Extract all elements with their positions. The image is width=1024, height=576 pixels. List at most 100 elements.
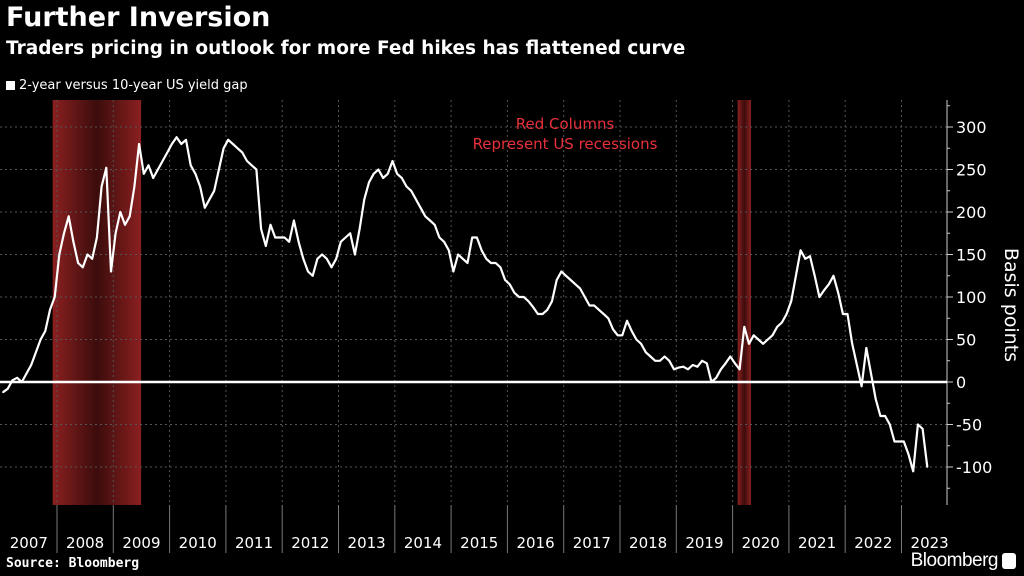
data-point — [762, 342, 764, 345]
data-point — [189, 164, 192, 167]
data-point — [400, 177, 403, 179]
data-point — [776, 325, 779, 328]
bloomberg-logo: Bloomberg — [911, 550, 1016, 572]
data-point — [832, 274, 835, 277]
x-tick-label: 2010 — [179, 534, 217, 552]
data-point — [884, 415, 886, 417]
data-point — [560, 270, 563, 273]
data-point — [752, 334, 755, 337]
data-point — [443, 240, 445, 243]
data-point — [743, 325, 746, 328]
data-point — [405, 185, 408, 188]
data-point — [77, 262, 80, 264]
legend-label: 2-year versus 10-year US yield gap — [19, 78, 248, 93]
data-point — [44, 330, 47, 332]
data-point — [640, 342, 643, 345]
recession-annotation: Represent US recessions — [473, 135, 658, 153]
data-point — [485, 257, 488, 260]
data-point — [53, 296, 56, 298]
data-point — [372, 172, 375, 175]
y-tick-label: 100 — [956, 288, 987, 307]
data-point — [180, 143, 183, 145]
data-point — [476, 236, 478, 239]
data-point — [687, 368, 689, 371]
x-tick-label: 2019 — [685, 534, 723, 552]
data-point — [813, 274, 816, 277]
data-point — [536, 313, 539, 315]
data-point — [555, 279, 558, 281]
data-point — [504, 279, 506, 281]
data-point — [527, 300, 530, 303]
data-point — [546, 308, 549, 311]
data-point — [912, 470, 915, 473]
y-tick-label: 50 — [956, 331, 976, 350]
data-point — [748, 342, 750, 345]
data-point — [142, 172, 145, 175]
data-point — [513, 291, 516, 294]
data-point — [25, 372, 28, 375]
data-point — [593, 304, 596, 307]
y-axis-label: Basis points — [1000, 248, 1022, 362]
data-point — [386, 172, 389, 175]
legend: 2-year versus 10-year US yield gap — [6, 78, 248, 93]
x-tick-label: 2011 — [235, 534, 273, 552]
data-point — [358, 228, 361, 230]
data-point — [823, 289, 825, 292]
data-point — [72, 240, 75, 243]
data-point — [363, 198, 366, 201]
data-point — [410, 189, 413, 192]
data-point — [757, 338, 760, 341]
data-point — [175, 136, 178, 139]
data-point — [438, 236, 441, 239]
data-point — [541, 313, 544, 315]
recession-band — [737, 100, 752, 505]
x-tick-label: 2015 — [460, 534, 498, 552]
y-tick-label: 0 — [956, 373, 966, 392]
data-point — [95, 236, 98, 239]
data-point — [91, 257, 94, 260]
data-point — [579, 287, 582, 290]
data-point — [274, 236, 277, 239]
data-point — [921, 427, 924, 430]
data-point — [344, 236, 347, 239]
data-point — [138, 143, 141, 145]
x-tick-label: 2009 — [122, 534, 160, 552]
data-point — [241, 151, 244, 154]
data-point — [419, 206, 422, 209]
data-point — [856, 364, 858, 366]
data-point — [879, 415, 882, 417]
data-point — [926, 466, 929, 468]
data-point — [837, 291, 840, 294]
data-point — [518, 296, 521, 298]
x-tick-label: 2007 — [10, 534, 48, 552]
data-point — [729, 355, 732, 358]
data-point — [391, 160, 394, 162]
data-point — [795, 274, 797, 277]
data-point — [766, 338, 769, 341]
data-point — [644, 351, 647, 354]
data-point — [621, 334, 624, 337]
y-tick-label: -100 — [956, 458, 992, 477]
data-point — [532, 306, 535, 309]
data-point — [701, 359, 704, 362]
data-point — [119, 211, 122, 213]
data-point — [349, 232, 352, 235]
data-point — [860, 385, 863, 388]
data-point — [602, 313, 605, 315]
data-point — [396, 172, 399, 175]
data-point — [649, 355, 652, 358]
data-point — [569, 279, 572, 281]
recession-annotation: Red Columns — [516, 115, 615, 133]
data-point — [81, 266, 84, 269]
data-point — [724, 362, 727, 365]
data-point — [673, 368, 675, 371]
x-tick-label: 2018 — [629, 534, 667, 552]
data-point — [870, 372, 872, 375]
data-point — [288, 240, 291, 243]
data-point — [874, 398, 877, 400]
x-tick-label: 2016 — [516, 534, 554, 552]
data-point — [827, 283, 830, 286]
data-point — [133, 185, 136, 188]
data-point — [574, 283, 577, 286]
y-tick-label: 250 — [956, 161, 987, 180]
